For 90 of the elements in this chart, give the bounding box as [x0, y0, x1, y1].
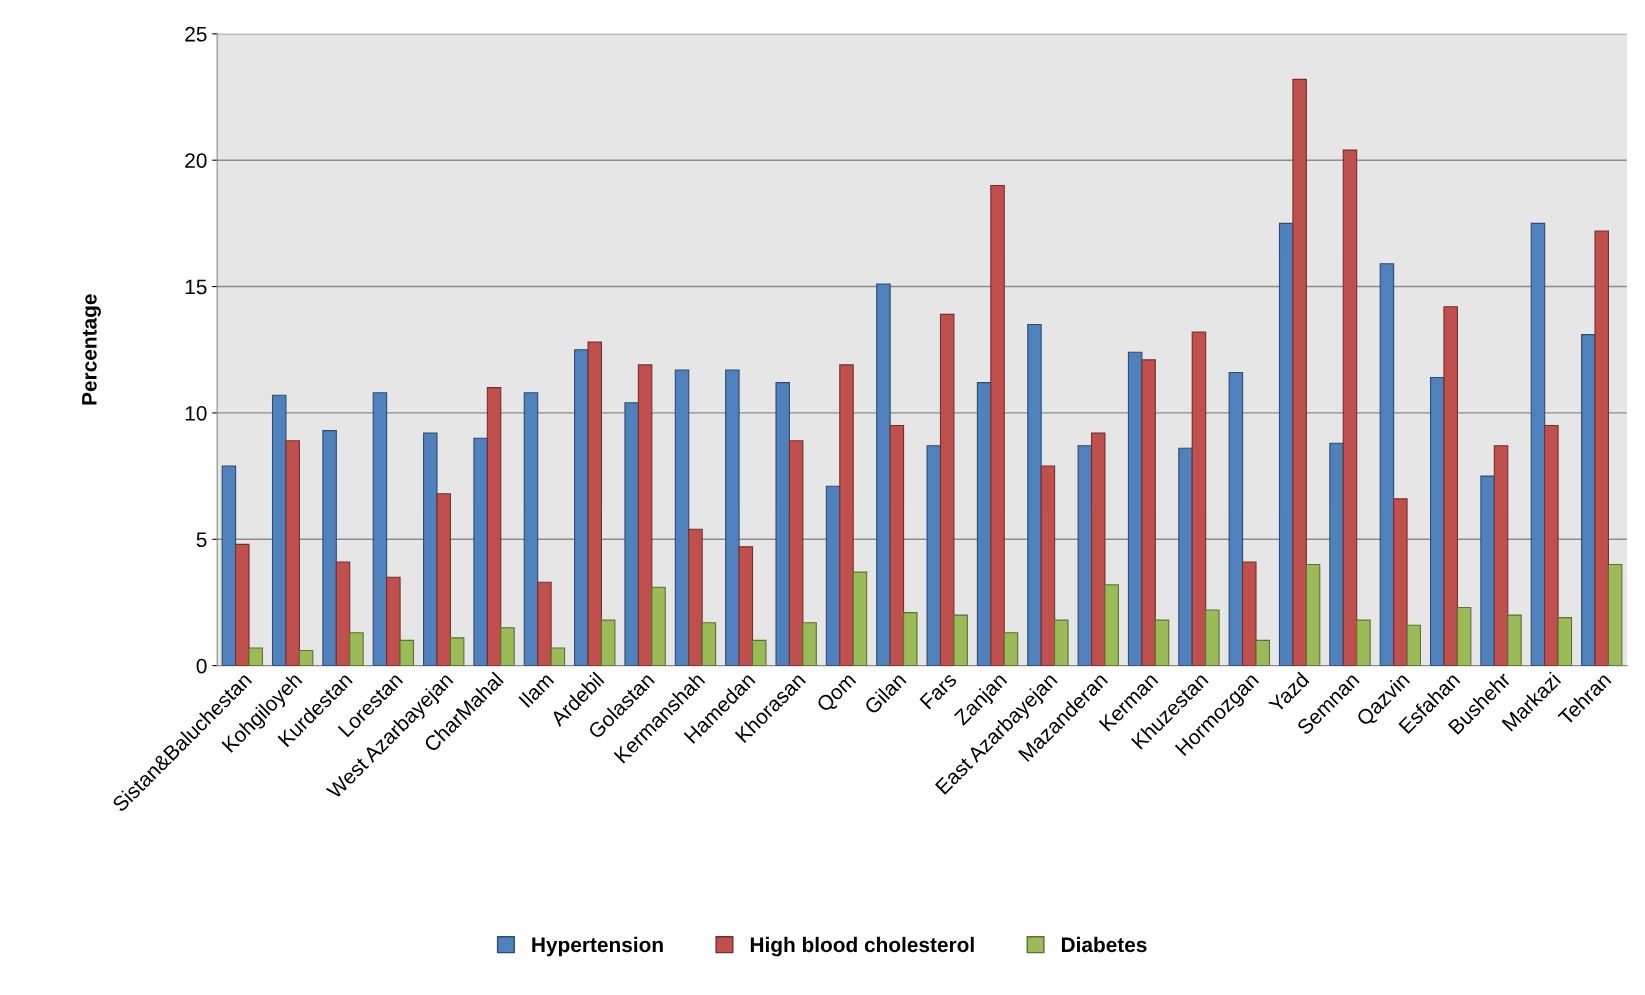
bar [1456, 606, 1472, 666]
bar [701, 622, 717, 666]
bar [235, 543, 250, 666]
y-tick-label: 0 [196, 658, 207, 674]
bar [926, 445, 942, 666]
y-tick-label: 5 [196, 532, 207, 548]
bar [775, 382, 790, 666]
bar [349, 632, 364, 666]
bar [1027, 323, 1042, 666]
bar [500, 627, 515, 666]
bar [335, 561, 351, 666]
bar [1557, 617, 1573, 666]
y-axis-title: Percentage [82, 294, 101, 405]
bar [1054, 619, 1069, 666]
bar [1090, 432, 1106, 666]
bar [889, 425, 905, 666]
bar [738, 546, 754, 666]
bar [248, 647, 264, 666]
bar [1493, 445, 1509, 666]
bar [271, 394, 287, 666]
bar [322, 430, 337, 666]
bar [725, 369, 740, 666]
bar [399, 639, 415, 666]
bar [473, 437, 488, 666]
bar [1292, 78, 1307, 666]
bar [1178, 447, 1193, 666]
legend-label: Hypertension [532, 936, 663, 957]
bar [1356, 619, 1371, 666]
bar [600, 619, 616, 666]
bar [1154, 619, 1170, 666]
y-tick-label: 25 [185, 26, 207, 42]
bar [1544, 425, 1559, 666]
bar [788, 440, 804, 666]
bar [1443, 306, 1458, 666]
bar [1228, 371, 1244, 666]
bar [537, 581, 552, 666]
bar [903, 612, 918, 666]
x-tick-label: Qom [815, 671, 859, 716]
bar [1205, 609, 1220, 666]
bar [1191, 331, 1207, 666]
y-tick-label: 20 [185, 153, 207, 168]
bar [839, 364, 854, 666]
bar [1406, 624, 1422, 666]
bar [386, 576, 401, 666]
bar [852, 571, 868, 666]
bar [298, 649, 314, 666]
bar [1393, 498, 1408, 666]
bar [587, 341, 603, 666]
bar [1104, 584, 1119, 666]
bar [1507, 614, 1522, 666]
bar [1480, 475, 1495, 666]
x-tick-label: Fars [919, 671, 958, 710]
bar [1255, 639, 1270, 666]
bar [1141, 359, 1156, 666]
bar [802, 622, 817, 666]
bar [436, 493, 451, 666]
bar [1329, 442, 1344, 666]
bar [1379, 263, 1395, 666]
legend-label: High blood cholesterol [750, 936, 974, 957]
bar [651, 586, 666, 666]
bar [1305, 564, 1321, 666]
y-tick-label: 15 [185, 279, 207, 295]
bar [637, 364, 653, 666]
bar [486, 387, 502, 666]
bar [751, 639, 767, 666]
bar [876, 283, 891, 666]
bar [1594, 230, 1609, 666]
bar [953, 614, 968, 666]
bar [449, 637, 465, 666]
bar [990, 184, 1005, 666]
bar [1040, 465, 1056, 666]
bar [939, 313, 955, 666]
x-tick-label: Ilam [517, 671, 555, 708]
y-tick-label: 10 [185, 405, 207, 421]
bar [624, 402, 639, 666]
bar [674, 369, 690, 666]
bar [1077, 445, 1093, 666]
bar [688, 528, 703, 666]
bar [423, 432, 438, 666]
bar [550, 647, 566, 666]
bar [285, 440, 300, 666]
bar [1607, 564, 1623, 666]
bar [1342, 149, 1358, 666]
bar [221, 465, 237, 666]
bar [1003, 632, 1019, 666]
bar [372, 392, 388, 666]
bar [1530, 222, 1546, 666]
bar [523, 392, 539, 666]
bar [1242, 561, 1257, 666]
legend-label: Diabetes [1061, 936, 1147, 953]
